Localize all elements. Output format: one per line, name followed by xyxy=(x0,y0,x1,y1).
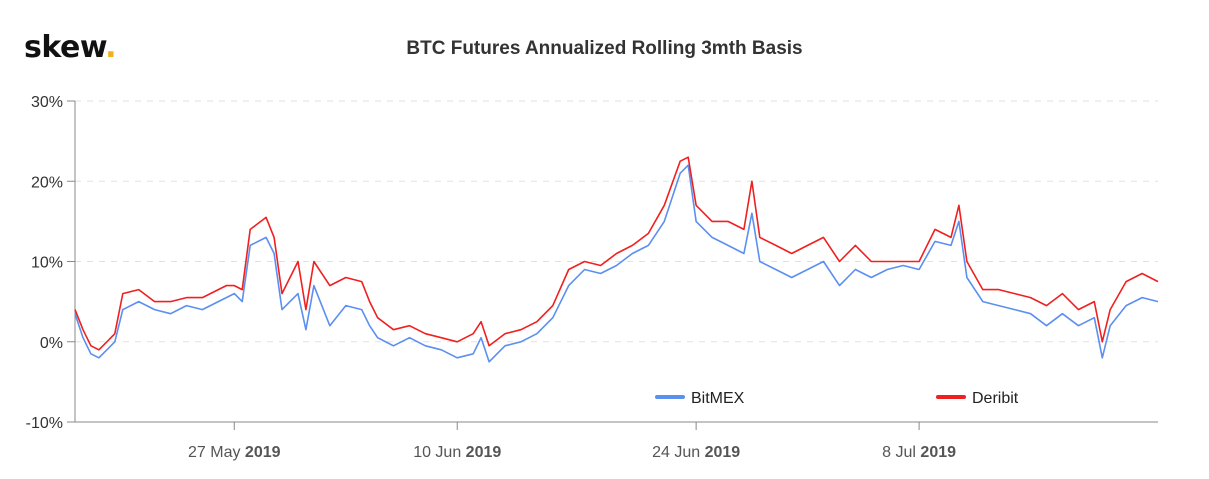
x-tick-label: 27 May 2019 xyxy=(188,444,281,461)
legend-label-deribit: Deribit xyxy=(972,390,1019,407)
y-tick-label: 0% xyxy=(40,335,63,352)
x-tick-label: 8 Jul 2019 xyxy=(882,444,956,461)
y-tick-label: 10% xyxy=(31,255,63,272)
brand-dot: . xyxy=(105,30,117,65)
series-line-deribit xyxy=(74,156,1159,351)
legend-label-bitmex: BitMEX xyxy=(691,390,745,407)
x-tick-label: 24 Jun 2019 xyxy=(652,444,740,461)
y-tick-label: 30% xyxy=(31,94,63,111)
y-tick-label: -10% xyxy=(26,415,63,432)
series-line-bitmex xyxy=(74,164,1159,363)
brand-name: skew xyxy=(24,30,106,65)
brand-logo: skew. xyxy=(24,30,117,65)
chart-title: BTC Futures Annualized Rolling 3mth Basi… xyxy=(406,38,803,59)
x-tick-label: 10 Jun 2019 xyxy=(413,444,501,461)
y-tick-label: 20% xyxy=(31,174,63,191)
